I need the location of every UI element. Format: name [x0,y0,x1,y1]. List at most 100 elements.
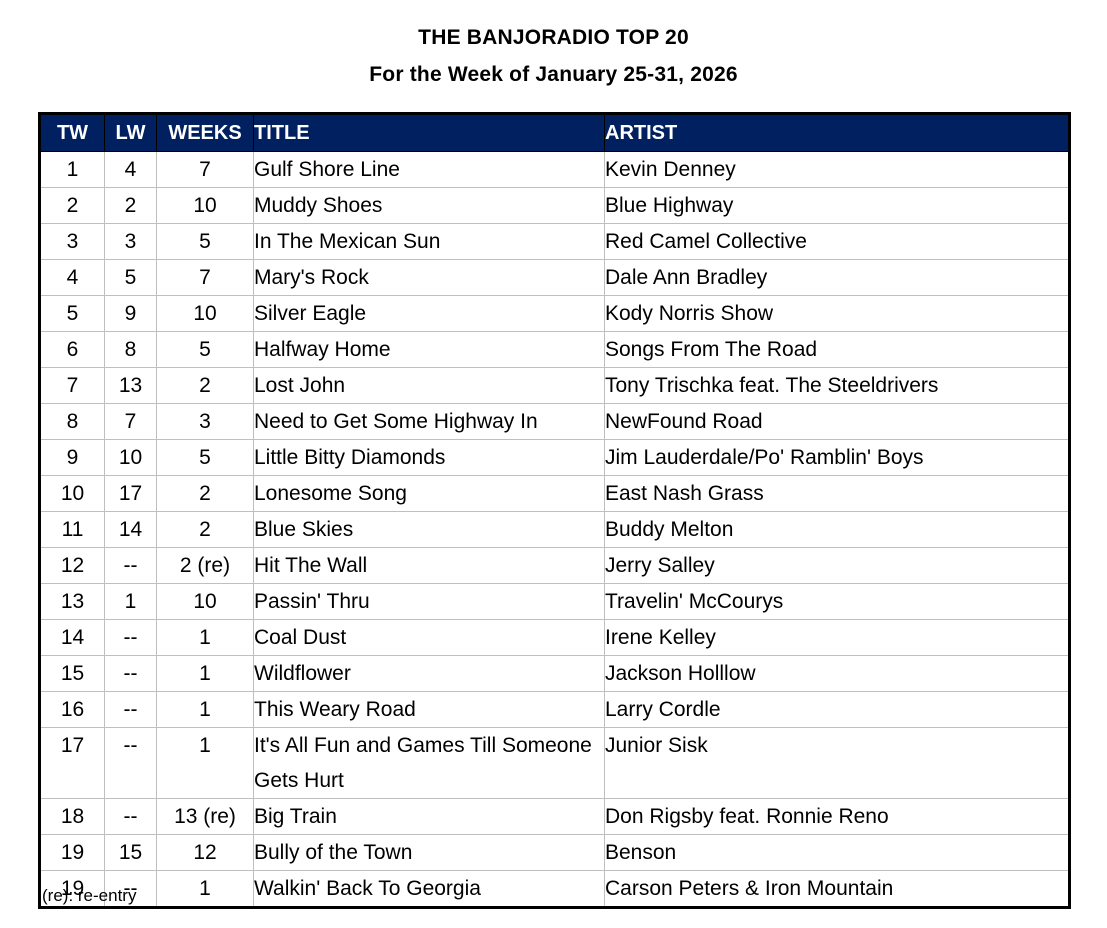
cell-tw: 1 [39,151,105,188]
cell-artist: Jim Lauderdale/Po' Ramblin' Boys [604,439,1070,476]
column-header-title: TITLE [253,113,605,152]
re-entry-footnote: (re): re-entry [42,886,137,905]
cell-weeks: 1 [156,870,254,908]
table-row: 7 13 2 Lost John Tony Trischka feat. The Ste… [39,367,1070,404]
cell-artist: Larry Cordle [604,691,1070,728]
column-header-artist: ARTIST [604,113,1070,152]
table-row: 6 8 5 Halfway Home Songs From The Road [39,331,1070,368]
cell-tw: 3 [39,223,105,260]
cell-weeks: 10 [156,187,254,224]
cell-tw: 4 [39,259,105,296]
column-header-lw: LW [104,113,157,152]
cell-artist: Jerry Salley [604,547,1070,584]
page-title: THE BANJORADIO TOP 20 [418,26,689,49]
cell-lw: -- [104,870,157,908]
cell-lw: 2 [104,187,157,224]
cell-title: Bully of the Town [253,834,605,871]
cell-lw: -- [104,547,157,584]
cell-weeks: 13 (re) [156,798,254,835]
cell-title: Big Train [253,798,605,835]
table-row: 15 -- 1 Wildflower Jackson Holllow [39,655,1070,692]
cell-artist: Blue Highway [604,187,1070,224]
table-row: 10 17 2 Lonesome Song East Nash Grass [39,475,1070,512]
cell-title: Lost John [253,367,605,404]
cell-weeks: 3 [156,403,254,440]
cell-tw: 7 [39,367,105,404]
cell-lw: 9 [104,295,157,332]
cell-title: Walkin' Back To Georgia [253,870,605,908]
cell-lw: 14 [104,511,157,548]
cell-title: Halfway Home [253,331,605,368]
table-row: 4 5 7 Mary's Rock Dale Ann Bradley [39,259,1070,296]
cell-artist: Tony Trischka feat. The Steeldrivers [604,367,1070,404]
cell-weeks: 2 (re) [156,547,254,584]
cell-title: Mary's Rock [253,259,605,296]
cell-tw: 19 [39,834,105,871]
cell-tw: 6 [39,331,105,368]
table-row: 14 -- 1 Coal Dust Irene Kelley [39,619,1070,656]
cell-tw: 12 [39,547,105,584]
cell-lw: -- [104,798,157,835]
cell-weeks: 1 [156,727,254,799]
cell-artist: Junior Sisk [604,727,1070,799]
cell-tw: 10 [39,475,105,512]
cell-tw: 9 [39,439,105,476]
cell-lw: 4 [104,151,157,188]
cell-weeks: 2 [156,475,254,512]
table-row: 12 -- 2 (re) Hit The Wall Jerry Salley [39,547,1070,584]
cell-weeks: 5 [156,331,254,368]
cell-weeks: 10 [156,295,254,332]
cell-weeks: 5 [156,223,254,260]
cell-weeks: 2 [156,367,254,404]
cell-title: Hit The Wall [253,547,605,584]
cell-title: Lonesome Song [253,475,605,512]
table-body: 1 4 7 Gulf Shore Line Kevin Denney 2 2 10 Muddy … [39,151,1070,908]
table-row: 9 10 5 Little Bitty Diamonds Jim Lauderdale/… [39,439,1070,476]
title-block: THE BANJORADIO TOP 20 For the Week of Ja… [0,0,1107,87]
cell-title: Silver Eagle [253,295,605,332]
top20-chart-table: TW LW WEEKS TITLE ARTIST 1 4 7 Gulf Shore L… [38,112,1071,909]
table-row: 2 2 10 Muddy Shoes Blue Highway [39,187,1070,224]
cell-lw: -- [104,727,157,799]
cell-title: Need to Get Some Highway In [253,403,605,440]
cell-artist: Jackson Holllow [604,655,1070,692]
table-row: 3 3 5 In The Mexican Sun Red Camel Collectiv… [39,223,1070,260]
header-row: TW LW WEEKS TITLE ARTIST [39,113,1070,152]
table-row: 5 9 10 Silver Eagle Kody Norris Show [39,295,1070,332]
cell-lw: -- [104,655,157,692]
cell-weeks: 10 [156,583,254,620]
cell-artist: Dale Ann Bradley [604,259,1070,296]
cell-lw: 13 [104,367,157,404]
cell-tw: 15 [39,655,105,692]
cell-lw: -- [104,691,157,728]
cell-weeks: 7 [156,151,254,188]
cell-title: Little Bitty Diamonds [253,439,605,476]
table-row: 1 4 7 Gulf Shore Line Kevin Denney [39,151,1070,188]
page-subtitle: For the Week of January 25-31, 2026 [369,63,738,86]
cell-lw: 15 [104,834,157,871]
cell-lw: 3 [104,223,157,260]
cell-artist: Songs From The Road [604,331,1070,368]
column-header-tw: TW [39,113,105,152]
cell-lw: 5 [104,259,157,296]
cell-title: Gulf Shore Line [253,151,605,188]
table-row: 8 7 3 Need to Get Some Highway In NewFound R… [39,403,1070,440]
cell-tw: 5 [39,295,105,332]
cell-title: Wildflower [253,655,605,692]
cell-lw: 1 [104,583,157,620]
cell-tw: 13 [39,583,105,620]
cell-tw: 19 [39,870,105,908]
table-row: 17 -- 1 It's All Fun and Games Till Someone… [39,727,1070,799]
cell-weeks: 1 [156,691,254,728]
cell-tw: 17 [39,727,105,799]
cell-title: Passin' Thru [253,583,605,620]
cell-tw: 14 [39,619,105,656]
table-row: 11 14 2 Blue Skies Buddy Melton [39,511,1070,548]
table-row: 16 -- 1 This Weary Road Larry Cordle [39,691,1070,728]
cell-lw: 17 [104,475,157,512]
cell-lw: 8 [104,331,157,368]
cell-artist: Don Rigsby feat. Ronnie Reno [604,798,1070,835]
cell-weeks: 2 [156,511,254,548]
cell-artist: Red Camel Collective [604,223,1070,260]
